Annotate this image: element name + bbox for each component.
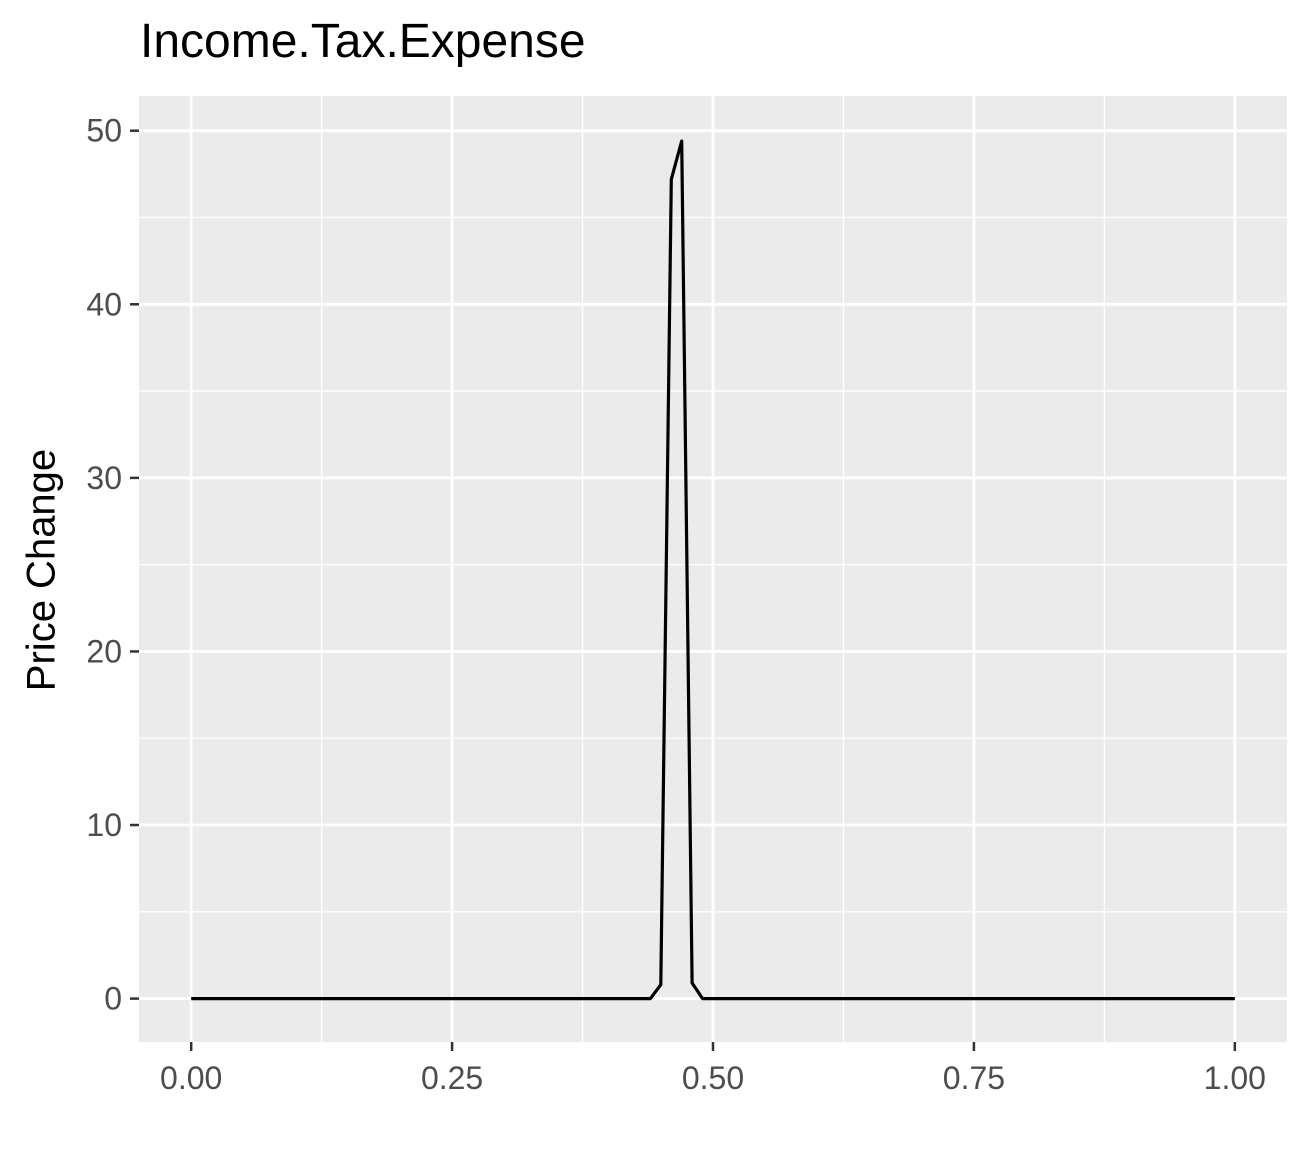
y-tick-label: 40 <box>86 286 122 322</box>
y-tick-label: 10 <box>86 807 122 843</box>
y-tick-label: 30 <box>86 460 122 496</box>
x-tick-label: 0.25 <box>421 1060 483 1096</box>
y-tick-label: 0 <box>104 981 122 1017</box>
x-tick-label: 0.50 <box>682 1060 744 1096</box>
y-tick-label: 50 <box>86 113 122 149</box>
x-tick-label: 0.00 <box>160 1060 222 1096</box>
series-line <box>191 139 1235 1001</box>
y-tick-label: 20 <box>86 633 122 669</box>
chart-title: Income.Tax.Expense <box>140 15 586 68</box>
x-tick-label: 0.75 <box>943 1060 1005 1096</box>
x-tick-label: 1.00 <box>1204 1060 1266 1096</box>
